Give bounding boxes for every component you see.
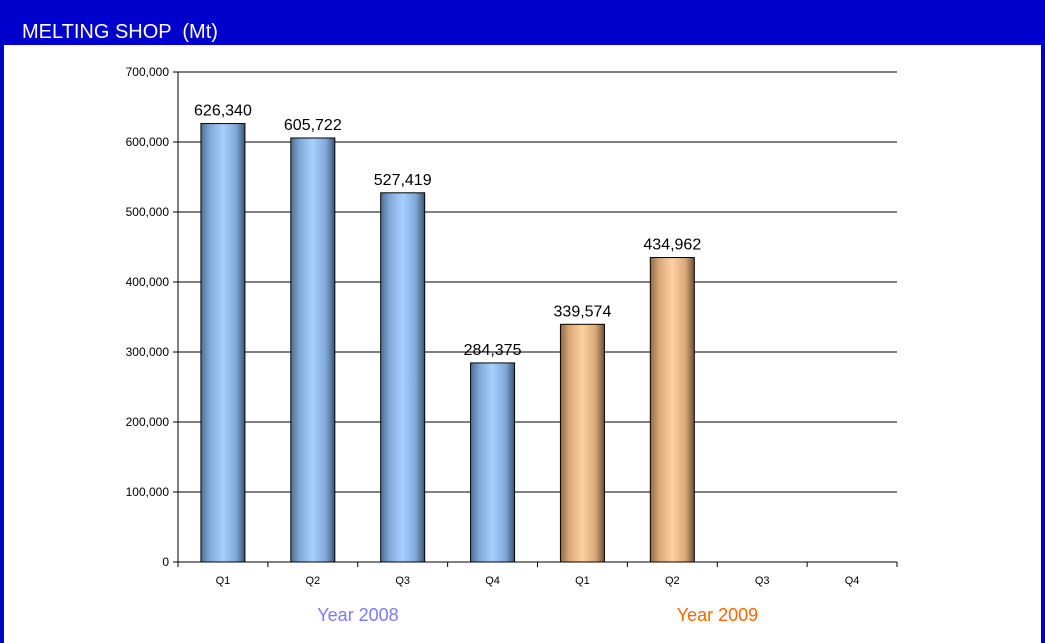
bar <box>559 323 605 563</box>
y-tick-label: 300,000 <box>126 345 170 359</box>
bar <box>470 362 516 563</box>
bar <box>200 123 246 563</box>
group-label-year-2009: Year 2009 <box>676 605 759 625</box>
page-title: MELTING SHOP (Mt) <box>22 21 218 43</box>
data-label: 284,375 <box>464 342 522 359</box>
x-tick-label: Q2 <box>305 575 320 587</box>
data-label: 434,962 <box>643 237 701 254</box>
y-tick-label: 600,000 <box>126 135 170 149</box>
y-tick-label: 0 <box>162 555 169 569</box>
y-tick-label: 700,000 <box>126 65 170 79</box>
title-bar: MELTING SHOP (Mt) <box>0 0 1045 45</box>
data-label: 605,722 <box>284 117 342 134</box>
group-label-year-2008: Year 2008 <box>317 605 399 625</box>
bar <box>649 257 695 563</box>
data-label: 527,419 <box>374 172 432 189</box>
x-tick-label: Q1 <box>216 575 231 587</box>
bar <box>380 192 426 563</box>
data-label: 339,574 <box>554 303 612 320</box>
x-tick-label: Q1 <box>575 575 590 587</box>
y-tick-label: 100,000 <box>126 485 170 499</box>
x-tick-label: Q3 <box>755 575 770 587</box>
bar <box>290 137 336 563</box>
x-tick-label: Q3 <box>395 575 410 587</box>
y-tick-label: 200,000 <box>126 415 170 429</box>
y-tick-label: 500,000 <box>126 205 170 219</box>
y-tick-label: 400,000 <box>126 275 170 289</box>
x-tick-label: Q4 <box>485 575 500 587</box>
x-tick-label: Q4 <box>845 575 860 587</box>
x-tick-label: Q2 <box>665 575 680 587</box>
data-label: 626,340 <box>194 103 252 120</box>
